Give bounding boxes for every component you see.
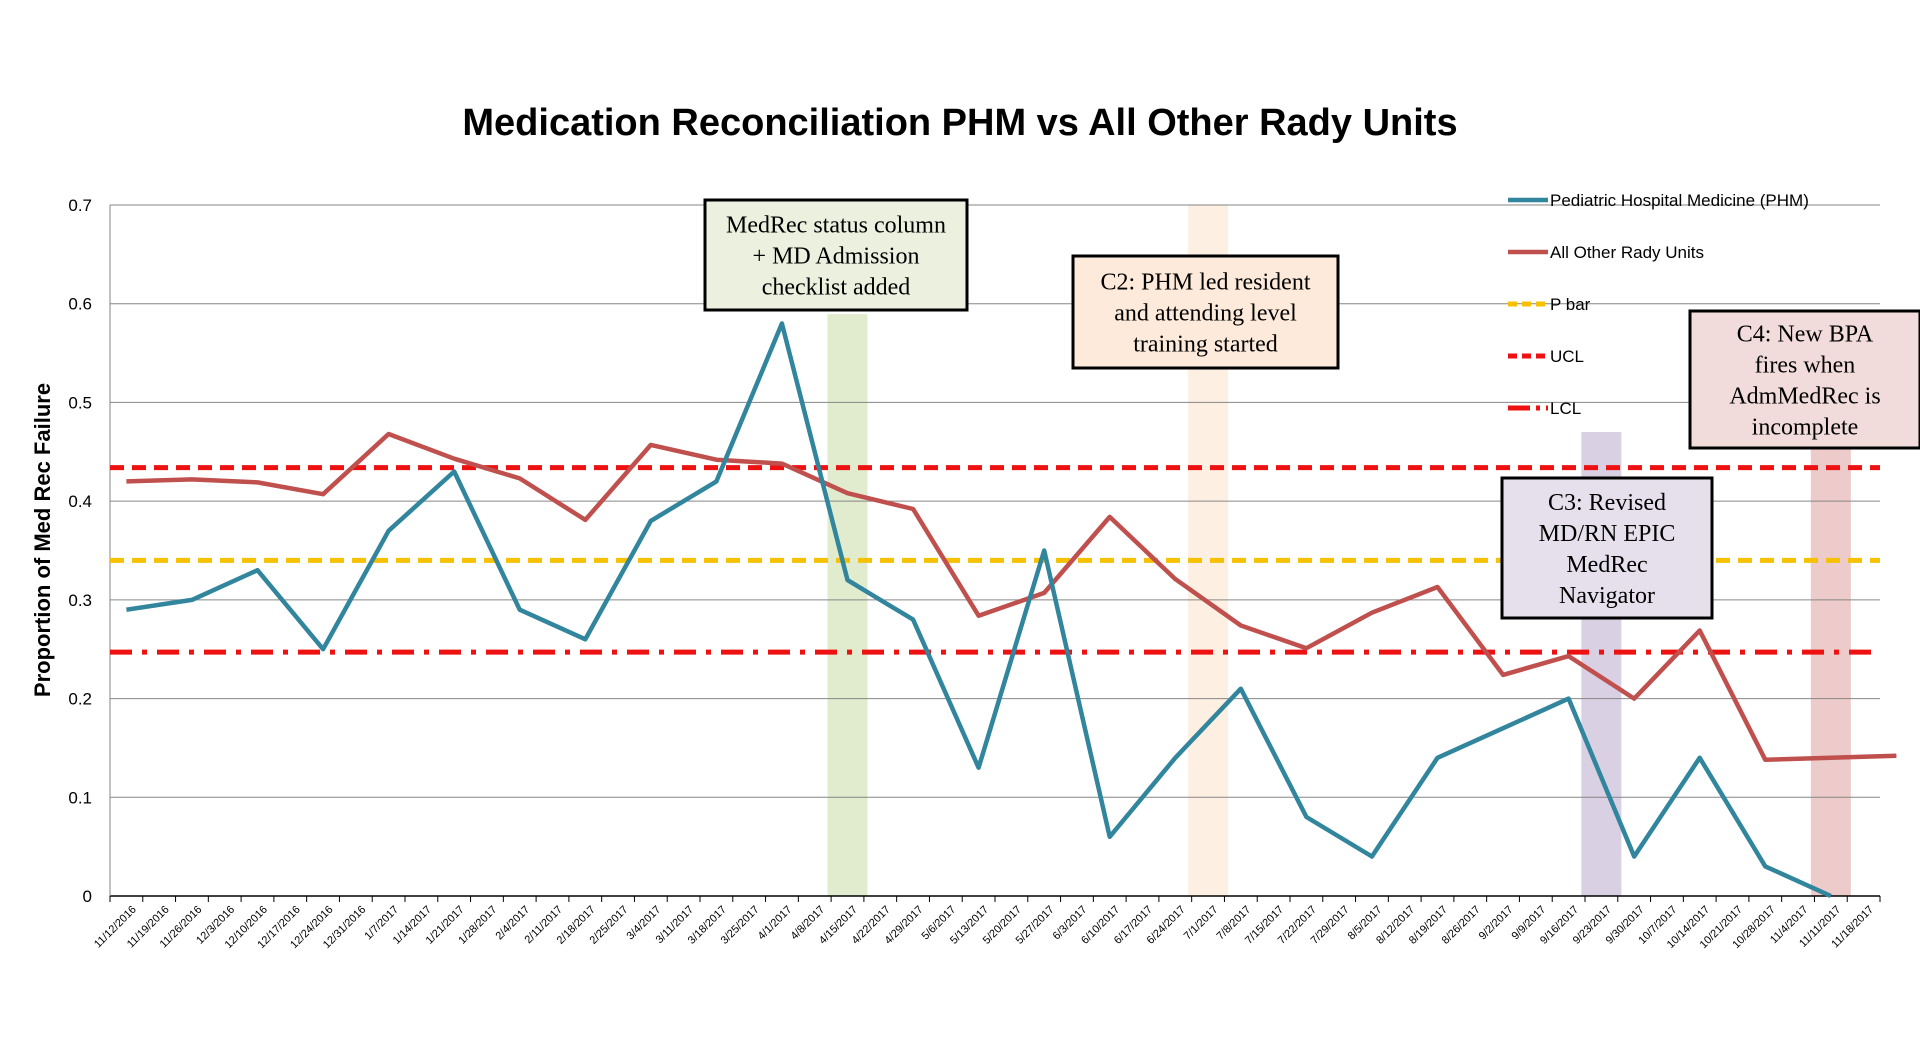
y-tick-label: 0.2 xyxy=(68,690,92,709)
annotation-box xyxy=(1500,476,1714,620)
y-axis-label: Proportion of Med Rec Failure xyxy=(30,383,55,697)
y-tick-label: 0.3 xyxy=(68,591,92,610)
legend-item: P bar xyxy=(1508,295,1591,314)
annotation-line: MedRec xyxy=(1566,552,1647,578)
annotation-box xyxy=(1688,309,1920,450)
annotation-line: MD/RN EPIC xyxy=(1539,521,1676,547)
x-tick-label: 7/1/2017 xyxy=(1182,904,1221,943)
annotation-line: Navigator xyxy=(1559,583,1655,609)
x-tick-labels: 11/12/201611/19/201611/26/201612/3/20161… xyxy=(92,896,1881,951)
y-tick-label: 0.4 xyxy=(68,492,92,511)
legend-item: LCL xyxy=(1508,399,1581,418)
annotation-line: checklist added xyxy=(762,275,911,301)
series-phm xyxy=(126,321,1832,899)
y-tick-label: 0.1 xyxy=(68,788,92,807)
legend-label: P bar xyxy=(1550,295,1591,314)
annotation-box xyxy=(703,198,969,312)
annotation-c3: C3: Revised MD/RN EPIC MedRec Navigator xyxy=(1500,476,1714,620)
legend-item: All Other Rady Units xyxy=(1508,243,1704,262)
y-tick-label: 0.6 xyxy=(68,295,92,314)
annotation-line: and attending level xyxy=(1114,301,1297,327)
legend-item: Pediatric Hospital Medicine (PHM) xyxy=(1508,191,1809,210)
annotation-c2: C2: PHM led resident and attending level t… xyxy=(1071,254,1340,370)
annotation-line: + MD Admission xyxy=(753,244,920,270)
series-other-units xyxy=(126,431,1897,763)
annotation-c4: C4: New BPA fires when AdmMedRec is incompl… xyxy=(1688,309,1920,450)
band-c1 xyxy=(827,314,868,896)
legend-label: All Other Rady Units xyxy=(1550,243,1704,262)
y-tick-label: 0 xyxy=(83,887,92,906)
legend-label: UCL xyxy=(1550,347,1584,366)
chart-title: Medication Reconciliation PHM vs All Oth… xyxy=(462,102,1457,144)
x-tick-label: 4/1/2017 xyxy=(756,904,795,943)
annotation-line: C4: New BPA xyxy=(1737,322,1874,348)
series-lines xyxy=(126,321,1897,899)
annotation-line: C3: Revised xyxy=(1548,490,1666,516)
y-tick-label: 0.5 xyxy=(68,393,92,412)
legend-label: Pediatric Hospital Medicine (PHM) xyxy=(1550,191,1809,210)
x-tick-label: 9/2/2017 xyxy=(1477,904,1516,943)
y-tick-label: 0.7 xyxy=(68,196,92,215)
legend: Pediatric Hospital Medicine (PHM) All Oth… xyxy=(1508,191,1809,418)
annotation-c1: MedRec status column + MD Admission checkl… xyxy=(703,198,969,312)
annotation-line: C2: PHM led resident xyxy=(1101,270,1311,296)
band-c4 xyxy=(1810,440,1851,896)
annotation-line: AdmMedRec is xyxy=(1729,384,1880,410)
y-tick-labels: 0 0.1 0.2 0.3 0.4 0.5 0.6 0.7 xyxy=(68,196,92,906)
annotation-boxes: MedRec status column + MD Admission checkl… xyxy=(703,198,1920,620)
legend-item: UCL xyxy=(1508,347,1584,366)
annotation-line: training started xyxy=(1133,332,1278,358)
annotation-line: incomplete xyxy=(1752,415,1859,441)
annotation-box xyxy=(1071,254,1340,370)
annotation-line: fires when xyxy=(1755,353,1856,379)
legend-label: LCL xyxy=(1550,399,1581,418)
annotation-line: MedRec status column xyxy=(726,213,946,239)
